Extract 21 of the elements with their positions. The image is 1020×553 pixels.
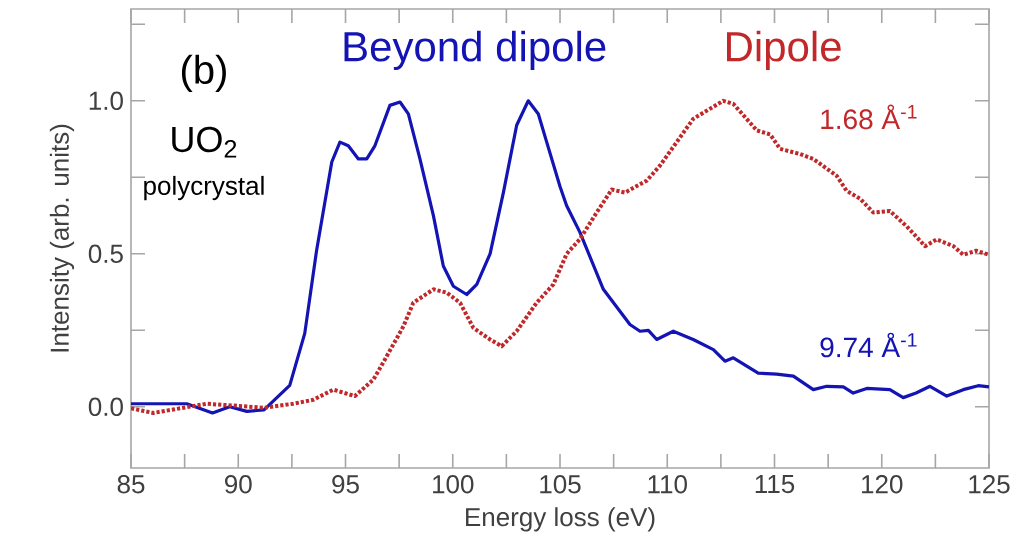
x-tick-label: 105 [540, 475, 581, 494]
series-label: Dipole [727, 30, 841, 70]
annotation: UO$_{2}$ [172, 126, 237, 158]
series-label: Beyond dipole [344, 30, 606, 70]
x-tick-label: 85 [117, 475, 145, 494]
x-tick-label: 95 [332, 475, 359, 494]
y-axis-title: Intensity (arb. units) [49, 124, 75, 352]
x-tick-label: 125 [969, 475, 1010, 494]
x-tick-label: 115 [755, 475, 795, 494]
annotation: 1.68 Å$^{-1}$ [821, 104, 917, 130]
x-tick-label: 110 [648, 475, 687, 494]
annotation: (b) [181, 54, 226, 92]
x-axis-title: Energy loss (eV) [466, 507, 655, 532]
y-tick-label: 0.5 [88, 244, 123, 263]
y-tick-label: 0.0 [88, 397, 123, 416]
x-tick-label: 100 [433, 475, 474, 494]
y-tick-label: 1.0 [89, 91, 123, 110]
annotation: 9.74 Å$^{-1}$ [820, 332, 917, 358]
annotation: polycrystal [144, 175, 264, 201]
x-tick-label: 120 [862, 475, 903, 494]
x-tick-label: 90 [225, 475, 252, 494]
